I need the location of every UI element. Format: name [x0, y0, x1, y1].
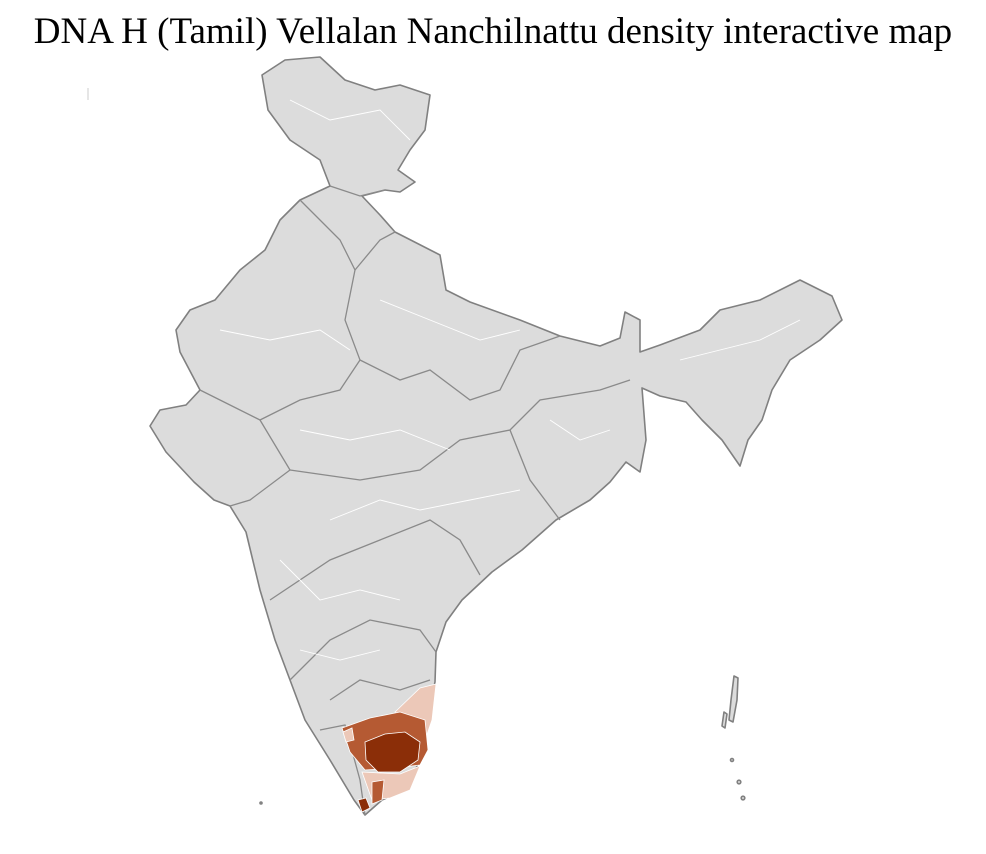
map-title: DNA H (Tamil) Vellalan Nanchilnattu dens…	[33, 11, 953, 52]
nicobar-island	[729, 757, 735, 763]
nicobar-island	[740, 795, 746, 801]
nicobar-island	[736, 779, 742, 785]
andaman-islands	[728, 675, 739, 723]
india-landmass[interactable]	[149, 56, 843, 816]
density-regions	[341, 683, 437, 813]
district-borders	[219, 99, 801, 661]
islands	[259, 675, 746, 805]
andaman-islands-south	[721, 711, 728, 729]
region-medium-south[interactable]	[371, 779, 385, 805]
region-high-central[interactable]	[364, 731, 421, 773]
lakshadweep-island	[259, 801, 263, 805]
region-low-west[interactable]	[342, 727, 355, 743]
region-high-tip[interactable]	[357, 797, 371, 813]
